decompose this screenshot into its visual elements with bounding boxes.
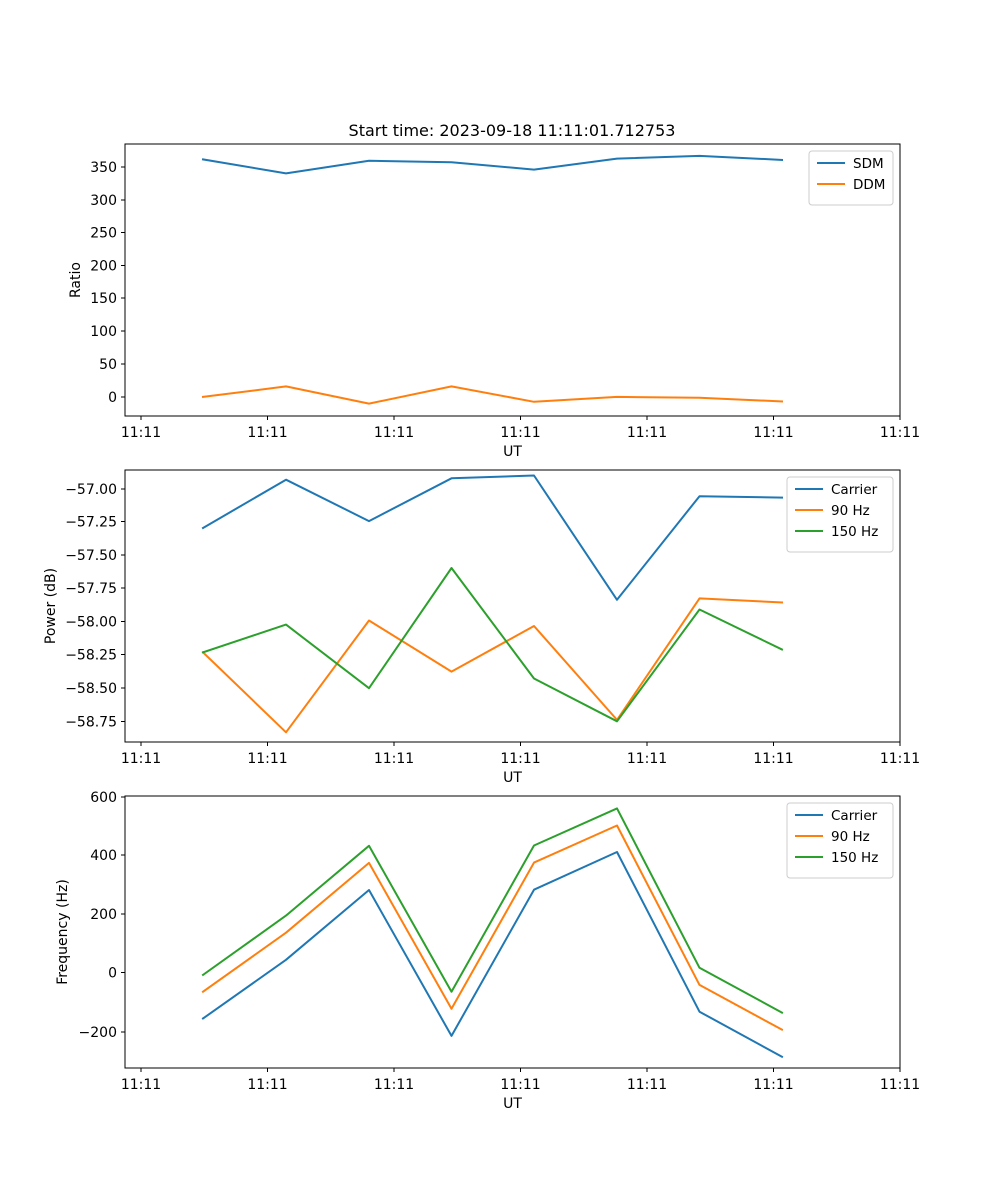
legend-entry: Carrier [831,482,878,498]
legend: Carrier 90 Hz 150 Hz [786,802,894,879]
series-line-90-hz [201,824,784,1032]
series-line-carrier [201,851,784,1059]
y-tick-label: 50 [99,357,117,373]
series-line-150-hz [201,807,784,1014]
y-axis-label: Ratio [68,262,84,298]
x-axis-label: UT [503,444,522,460]
x-tick-label: 11:11 [247,1077,287,1093]
x-tick-label: 11:11 [500,425,540,441]
y-tick-label: 250 [90,226,117,242]
y-tick-label: 200 [90,259,117,275]
y-tick-label: −58.75 [65,715,117,731]
series-line-sdm [201,154,784,175]
axes-frame [124,469,901,743]
x-tick-label: 11:11 [121,425,161,441]
series-line-90-hz [201,597,784,734]
x-tick-label: 11:11 [500,751,540,767]
x-axis-label: UT [503,1096,522,1112]
x-tick-label: 11:11 [880,425,920,441]
y-tick-label: −57.25 [65,515,117,531]
y-tick-label: −57.00 [65,482,117,498]
chart-title: Start time: 2023-09-18 11:11:01.712753 [349,121,676,140]
x-tick-label: 11:11 [247,751,287,767]
legend-entry: 90 Hz [831,503,870,519]
x-tick-label: 11:11 [627,1077,667,1093]
y-tick-label: −57.50 [65,548,117,564]
x-tick-label: 11:11 [121,751,161,767]
y-tick-label: 0 [108,966,117,982]
x-tick-label: 11:11 [880,1077,920,1093]
x-tick-label: 11:11 [374,1077,414,1093]
legend: Carrier 90 Hz 150 Hz [786,476,894,553]
series-line-150-hz [201,567,784,723]
legend-box [808,150,894,206]
y-tick-label: 300 [90,193,117,209]
x-tick-label: 11:11 [500,1077,540,1093]
legend-entry: 150 Hz [831,524,878,540]
x-tick-label: 11:11 [880,751,920,767]
y-tick-label: −58.50 [65,681,117,697]
x-tick-label: 11:11 [753,751,793,767]
axes-frame [124,795,901,1069]
y-tick-label: 150 [90,291,117,307]
x-tick-label: 11:11 [753,425,793,441]
legend-entry: 150 Hz [831,850,878,866]
series-line-ddm [201,385,784,405]
y-tick-label: −57.75 [65,581,117,597]
subplot-1: 11:11 11:11 11:11 11:11 11:11 11:11 11:11 0 50 10… [68,143,920,460]
y-tick-label: 0 [108,390,117,406]
y-axis-label: Frequency (Hz) [55,879,71,985]
legend: SDM DDM [808,150,894,206]
subplot-3: 11:11 11:11 11:11 11:11 11:11 11:11 11:11 −200 0… [55,790,920,1112]
x-tick-label: 11:11 [627,751,667,767]
series-line-carrier [201,474,784,601]
subplot-2: 11:11 11:11 11:11 11:11 11:11 11:11 11:11 −57.0… [43,469,920,786]
legend-entry: DDM [853,177,885,193]
y-tick-label: 200 [90,907,117,923]
y-tick-label: −58.00 [65,615,117,631]
y-tick-label: −200 [79,1025,117,1041]
x-tick-label: 11:11 [247,425,287,441]
x-axis-label: UT [503,770,522,786]
legend-entry: 90 Hz [831,829,870,845]
x-tick-label: 11:11 [753,1077,793,1093]
y-tick-label: −58.25 [65,648,117,664]
legend-box [786,802,894,879]
y-tick-label: 600 [90,790,117,806]
legend-entry: Carrier [831,808,878,824]
legend-box [786,476,894,553]
subplots: 11:11 11:11 11:11 11:11 11:11 11:11 11:11 0 50 10… [43,143,920,1112]
y-tick-label: 100 [90,324,117,340]
legend-entry: SDM [853,156,884,172]
y-tick-label: 350 [90,160,117,176]
y-axis-label: Power (dB) [43,568,59,644]
y-tick-label: 400 [90,848,117,864]
axes-frame [124,143,901,417]
x-tick-label: 11:11 [374,751,414,767]
x-tick-label: 11:11 [627,425,667,441]
x-tick-label: 11:11 [121,1077,161,1093]
x-tick-label: 11:11 [374,425,414,441]
